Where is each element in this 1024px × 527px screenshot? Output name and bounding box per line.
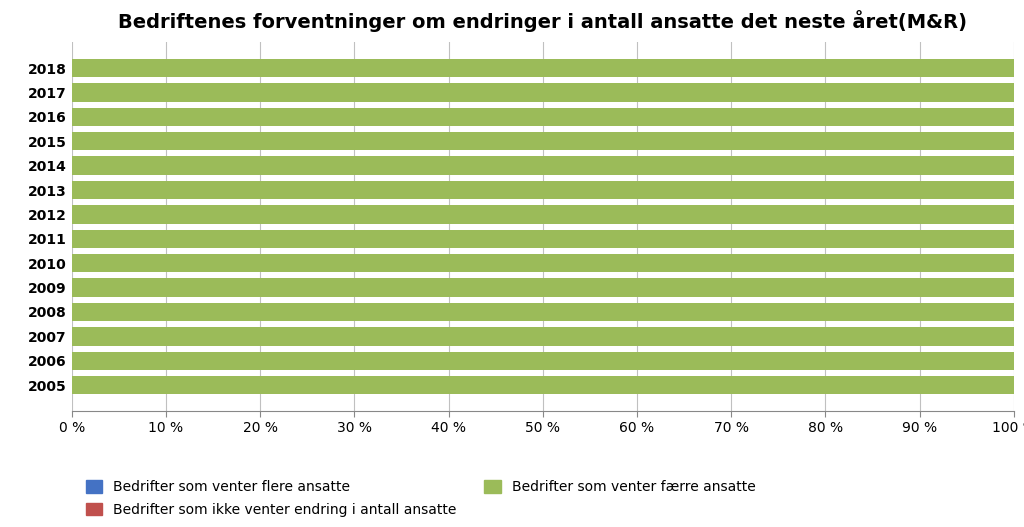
Bar — [289, 59, 920, 77]
Bar — [891, 132, 1014, 150]
Bar — [72, 352, 364, 370]
Bar — [204, 132, 891, 150]
Bar — [364, 352, 957, 370]
Bar — [72, 327, 967, 346]
Bar — [920, 59, 1014, 77]
Bar — [957, 352, 1014, 370]
Bar — [72, 303, 411, 321]
Bar — [920, 181, 1014, 199]
Bar — [269, 83, 901, 102]
Bar — [72, 59, 289, 77]
Bar — [920, 230, 1014, 248]
Bar — [72, 59, 920, 77]
Bar — [72, 181, 289, 199]
Bar — [411, 303, 938, 321]
Bar — [289, 181, 920, 199]
Bar — [72, 132, 204, 150]
Bar — [316, 254, 929, 272]
Bar — [420, 327, 967, 346]
Bar — [72, 230, 316, 248]
Bar — [910, 376, 1014, 394]
Bar — [929, 254, 1014, 272]
Bar — [901, 278, 1014, 297]
Bar — [316, 230, 920, 248]
Bar — [882, 108, 1014, 126]
Bar — [72, 278, 269, 297]
Bar — [269, 278, 901, 297]
Title: Bedriftenes forventninger om endringer i antall ansatte det neste året(M&R): Bedriftenes forventninger om endringer i… — [118, 11, 968, 32]
Bar — [72, 108, 231, 126]
Bar — [72, 327, 420, 346]
Bar — [901, 83, 1014, 102]
Bar — [938, 303, 1014, 321]
Bar — [269, 157, 891, 175]
Bar — [269, 376, 910, 394]
Bar — [72, 230, 920, 248]
Bar — [72, 83, 901, 102]
Bar — [72, 303, 938, 321]
Bar — [967, 327, 1014, 346]
Bar — [72, 376, 910, 394]
Bar — [72, 278, 901, 297]
Bar — [72, 108, 882, 126]
Bar — [72, 352, 957, 370]
Bar — [72, 376, 269, 394]
Bar — [72, 132, 891, 150]
Bar — [279, 206, 920, 223]
Bar — [231, 108, 882, 126]
Bar — [72, 254, 929, 272]
Bar — [72, 181, 920, 199]
Legend: Bedrifter som venter flere ansatte, Bedrifter som ikke venter endring i antall a: Bedrifter som venter flere ansatte, Bedr… — [79, 473, 763, 523]
Bar — [72, 206, 279, 223]
Bar — [72, 157, 269, 175]
Bar — [72, 206, 920, 223]
Bar — [72, 254, 316, 272]
Bar — [920, 206, 1014, 223]
Bar — [72, 83, 269, 102]
Bar — [72, 157, 891, 175]
Bar — [891, 157, 1014, 175]
